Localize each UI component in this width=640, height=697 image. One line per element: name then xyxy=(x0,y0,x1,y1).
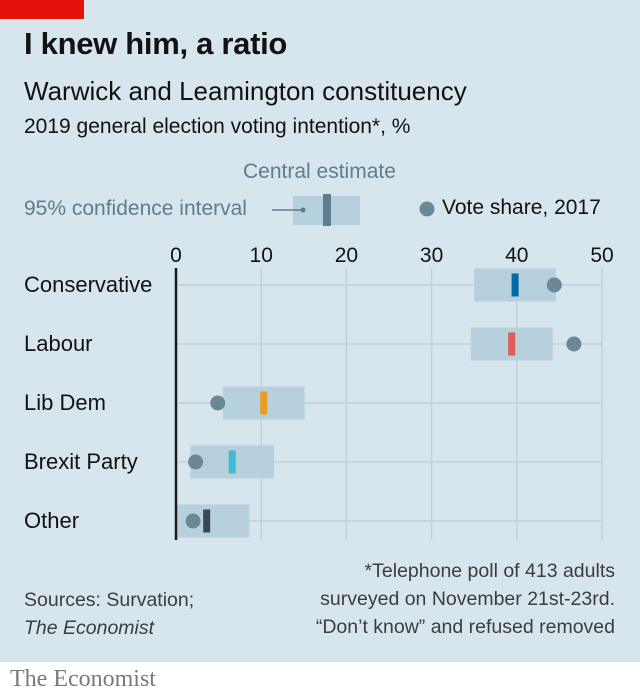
x-tick-label: 30 xyxy=(420,244,443,267)
central-estimate-marker xyxy=(228,450,236,474)
legend-vote-share-dot xyxy=(419,201,435,217)
vote-share-2017-dot xyxy=(185,513,201,529)
chart-subtitle: Warwick and Leamington constituency xyxy=(24,76,467,106)
category-label: Other xyxy=(24,508,79,533)
category-label: Labour xyxy=(24,331,93,356)
legend-vote-share-label: Vote share, 2017 xyxy=(442,196,601,219)
category-label: Conservative xyxy=(24,272,152,297)
x-tick-label: 10 xyxy=(250,244,273,267)
chart-title: I knew him, a ratio xyxy=(24,26,288,61)
central-estimate-marker xyxy=(511,273,519,297)
sources-publisher: The Economist xyxy=(24,617,155,639)
footnote-line: surveyed on November 21st-23rd. xyxy=(320,588,615,610)
brand-red-tag xyxy=(0,0,84,19)
category-label: Lib Dem xyxy=(24,390,106,415)
chart-description: 2019 general election voting intention*,… xyxy=(24,115,411,138)
category-label: Brexit Party xyxy=(24,449,138,474)
x-tick-label: 0 xyxy=(170,244,182,267)
economist-logo: The Economist xyxy=(10,666,156,692)
x-tick-label: 50 xyxy=(590,244,613,267)
vote-share-2017-dot xyxy=(546,277,562,293)
legend-pointer-dot xyxy=(300,207,306,213)
sources: Sources: Survation; The Economist xyxy=(24,586,194,642)
footnote: *Telephone poll of 413 adults surveyed o… xyxy=(316,557,615,641)
central-estimate-marker xyxy=(260,391,268,415)
legend-confidence-interval-label: 95% confidence interval xyxy=(24,197,247,220)
legend-estimate-swatch xyxy=(323,194,331,226)
legend-central-estimate-label: Central estimate xyxy=(243,160,396,183)
vote-share-2017-dot xyxy=(210,395,226,411)
footnote-line: *Telephone poll of 413 adults xyxy=(364,560,615,582)
footnote-line: “Don’t know” and refused removed xyxy=(315,616,615,638)
central-estimate-marker xyxy=(203,509,211,533)
chart-svg: 0 10 20 30 40 50 Conservative Labour Lib Dem Bre… xyxy=(24,194,614,540)
central-estimate-marker xyxy=(508,332,516,356)
vote-share-2017-dot xyxy=(188,454,204,470)
x-tick-label: 40 xyxy=(505,244,528,267)
sources-line: Sources: Survation; xyxy=(24,589,195,611)
x-tick-label: 20 xyxy=(335,244,358,267)
vote-share-2017-dot xyxy=(566,336,582,352)
